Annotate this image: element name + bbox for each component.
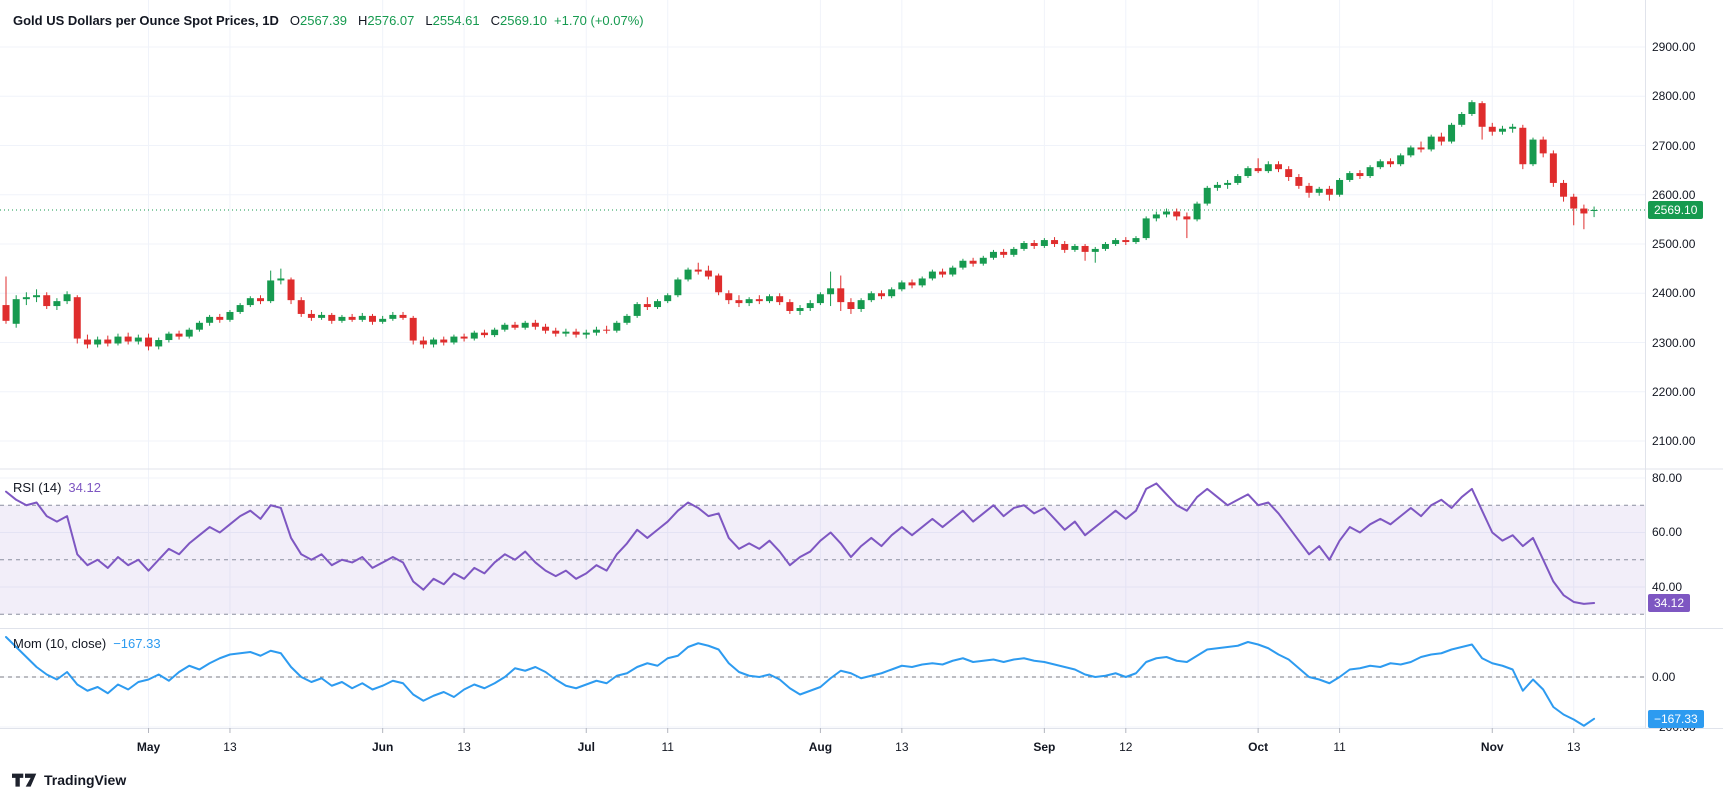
last-price-badge: 2569.10 <box>1648 200 1704 219</box>
time-axis-label: 11 <box>661 740 674 754</box>
time-axis-label: 11 <box>1333 740 1346 754</box>
tradingview-logo[interactable]: TradingView <box>12 772 126 788</box>
rsi-line <box>5 482 1596 605</box>
ohlc-low: L2554.61 <box>425 13 480 28</box>
rsi-legend[interactable]: RSI (14) 34.12 <box>13 480 101 495</box>
symbol-legend[interactable]: Gold US Dollars per Ounce Spot Prices, 1… <box>13 13 644 28</box>
time-axis-label: Jun <box>371 740 394 754</box>
rsi-axis-label: 60.00 <box>1652 525 1683 540</box>
ohlc-open: O2567.39 <box>289 13 347 28</box>
time-axis-label: Nov <box>1480 740 1504 754</box>
price-axis-label: 2100.00 <box>1652 434 1696 448</box>
time-axis-label: Oct <box>1248 740 1269 754</box>
mom-legend[interactable]: Mom (10, close) −167.33 <box>13 636 161 651</box>
tradingview-logo-text: TradingView <box>44 772 127 788</box>
price-axis-label: 2600.00 <box>1652 187 1696 202</box>
time-axis-label: May <box>136 740 161 754</box>
mom-legend-name: Mom (10, close) <box>13 636 107 651</box>
price-axis-label: 2300.00 <box>1652 335 1696 350</box>
mom-legend-value: −167.33 <box>113 636 161 651</box>
candlestick-series <box>2 100 1598 351</box>
time-axis-label: Sep <box>1033 740 1056 754</box>
rsi-axis-label: 80.00 <box>1652 471 1683 485</box>
price-axis-label: 2200.00 <box>1652 384 1696 399</box>
time-axis-label: 13 <box>1567 740 1581 754</box>
time-axis-label: Jul <box>577 740 595 754</box>
time-axis-label: Aug <box>808 740 833 754</box>
rsi-value-badge: 34.12 <box>1648 594 1691 612</box>
price-axis-label: 2700.00 <box>1652 138 1696 153</box>
mom-value-badge: −167.33 <box>1648 709 1704 728</box>
ohlc-high: H2576.07 <box>357 13 415 28</box>
rsi-legend-value: 34.12 <box>68 480 101 495</box>
price-axis-label: 2400.00 <box>1652 286 1696 301</box>
price-axis-label: 2500.00 <box>1652 237 1696 251</box>
price-axis-label: 2900.00 <box>1652 40 1696 54</box>
tradingview-mark-icon <box>12 773 37 787</box>
symbol-title: Gold US Dollars per Ounce Spot Prices, 1… <box>13 13 279 28</box>
time-axis-label: 13 <box>895 740 909 754</box>
price-axis-label: 2800.00 <box>1652 89 1696 104</box>
ohlc-close: C2569.10 <box>490 13 547 28</box>
price-change: +1.70 (+0.07%) <box>554 13 644 28</box>
mom-axis-label: 0.00 <box>1652 670 1676 684</box>
rsi-axis-label: 40.00 <box>1652 579 1683 594</box>
time-axis-label: 13 <box>223 740 237 754</box>
time-axis-label: 13 <box>457 740 471 754</box>
time-axis-label: 12 <box>1119 740 1133 754</box>
rsi-legend-name: RSI (14) <box>13 480 62 495</box>
momentum-line <box>5 636 1596 727</box>
